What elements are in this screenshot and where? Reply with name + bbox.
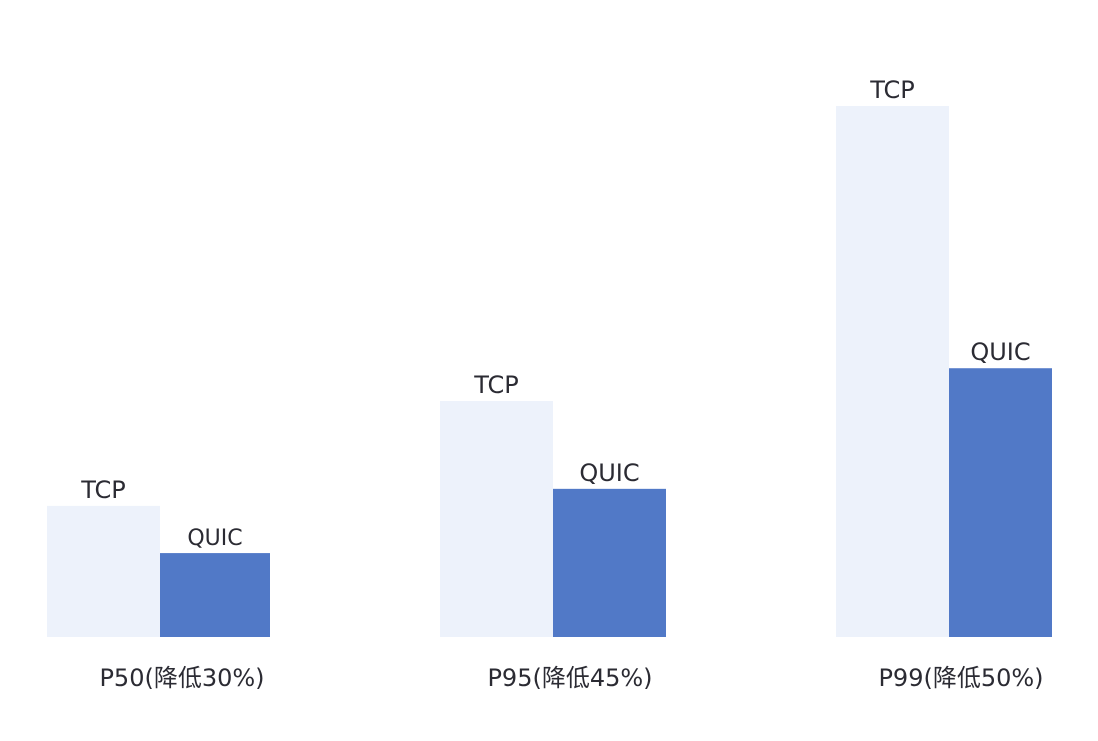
bar-quic-2 [553, 488, 666, 637]
bar-label-tcp-1: TCP [80, 476, 125, 504]
category-label-1: P50(降低30%) [99, 664, 264, 692]
bar-label-quic-1: QUIC [187, 526, 242, 551]
bar-label-quic-3: QUIC [970, 338, 1030, 366]
bar-label-tcp-3: TCP [869, 76, 914, 104]
category-label-2: P95(降低45%) [487, 664, 652, 692]
bar-label-tcp-2: TCP [473, 371, 518, 399]
bar-quic-3 [949, 368, 1052, 637]
category-label-3: P99(降低50%) [878, 664, 1043, 692]
bar-tcp-3 [836, 106, 949, 637]
bar-tcp-2 [440, 401, 553, 637]
bar-tcp-1 [47, 505, 160, 637]
bar-label-quic-2: QUIC [579, 459, 639, 487]
bar-quic-1 [160, 553, 270, 637]
